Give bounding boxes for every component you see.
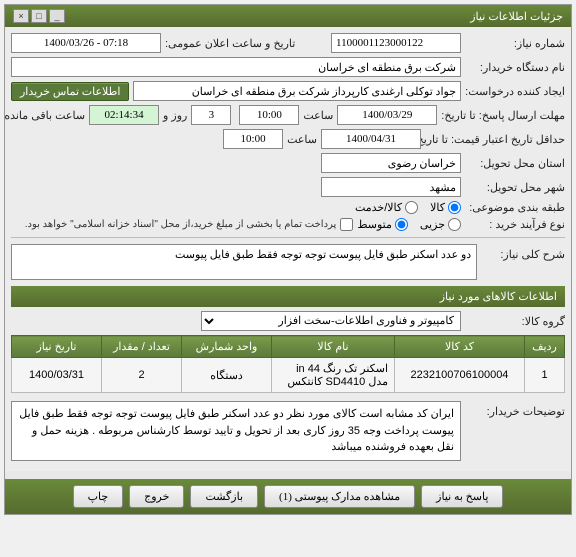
deadline-date-field[interactable] [337,105,437,125]
delivery-city-field[interactable] [321,177,461,197]
announce-field[interactable] [11,33,161,53]
window-controls: _ □ × [13,9,65,23]
grouping-goods-radio[interactable] [448,201,461,214]
table-header-row: ردیف کد کالا نام کالا واحد شمارش تعداد /… [12,336,565,358]
process-small-radio[interactable] [448,218,461,231]
grouping-service-option[interactable]: کالا/خدمت [355,201,418,214]
attachments-button[interactable]: مشاهده مدارک پیوستی (1) [264,485,415,508]
cell-name: اسکنر تک رنگ 44 in مدل SD4410 کانتکس [272,358,395,393]
contact-info-button[interactable]: اطلاعات تماس خریدار [11,82,129,101]
form-content: شماره نیاز: تاریخ و ساعت اعلان عمومی: نا… [5,27,571,471]
reply-button[interactable]: پاسخ به نیاز [421,485,503,508]
creator-label: ایجاد کننده درخواست: [465,85,565,98]
deadline-time-field[interactable] [239,105,299,125]
cell-row: 1 [525,358,565,393]
col-unit: واحد شمارش [182,336,272,358]
creator-field[interactable] [133,81,461,101]
time-label-2: ساعت [287,133,317,146]
goods-group-select[interactable]: کامپیوتر و فناوری اطلاعات-سخت افزار [201,311,461,331]
general-desc-label: شرح کلی نیاز: [481,244,565,261]
countdown-field [89,105,159,125]
buyer-org-label: نام دستگاه خریدار: [465,61,565,74]
days-label: روز و [163,109,187,122]
price-validity-time-field[interactable] [223,129,283,149]
back-button[interactable]: بازگشت [190,485,258,508]
goods-group-label: گروه کالا: [465,315,565,328]
footer-bar: پاسخ به نیاز مشاهده مدارک پیوستی (1) باز… [5,479,571,514]
minimize-icon[interactable]: _ [49,9,65,23]
print-button[interactable]: چاپ [73,485,124,508]
delivery-province-label: استان محل تحویل: [465,157,565,170]
process-medium-option[interactable]: متوسط [357,218,408,231]
exit-button[interactable]: خروج [129,485,184,508]
deadline-send-label: مهلت ارسال پاسخ: تا تاریخ: [441,109,565,122]
process-medium-radio[interactable] [395,218,408,231]
announce-label: تاریخ و ساعت اعلان عمومی: [165,37,295,50]
cell-unit: دستگاه [182,358,272,393]
grouping-goods-option[interactable]: کالا [430,201,461,214]
general-desc-textarea[interactable] [11,244,477,280]
need-number-label: شماره نیاز: [465,37,565,50]
close-icon[interactable]: × [13,9,29,23]
process-radio-group: جزیی متوسط [357,218,461,231]
payment-note-row: پرداخت تمام یا بخشی از مبلغ خرید،از محل … [11,218,353,231]
col-row: ردیف [525,336,565,358]
col-date: تاریخ نیاز [12,336,102,358]
cell-qty: 2 [102,358,182,393]
process-small-label: جزیی [420,218,445,231]
cell-code: 2232100706100004 [395,358,525,393]
payment-checkbox[interactable] [340,218,353,231]
need-number-field[interactable] [331,33,461,53]
grouping-goods-label: کالا [430,201,445,214]
remaining-label: ساعت باقی مانده [4,109,85,122]
buyer-notes-label: توضیحات خریدار: [465,401,565,418]
items-table: ردیف کد کالا نام کالا واحد شمارش تعداد /… [11,335,565,393]
process-small-option[interactable]: جزیی [420,218,461,231]
grouping-service-label: کالا/خدمت [355,201,402,214]
maximize-icon[interactable]: □ [31,9,47,23]
buyer-notes-box: ایران کد مشابه است کالای مورد نظر دو عدد… [11,401,461,461]
payment-note-text: پرداخت تمام یا بخشی از مبلغ خرید،از محل … [25,219,337,230]
items-section-header: اطلاعات کالاهای مورد نیاز [11,286,565,307]
window-title: جزئیات اطلاعات نیاز [470,10,563,23]
main-window: جزئیات اطلاعات نیاز _ □ × شماره نیاز: تا… [4,4,572,515]
price-validity-label: حداقل تاریخ اعتبار قیمت: تا تاریخ: [425,133,565,146]
col-qty: تعداد / مقدار [102,336,182,358]
process-type-label: نوع فرآیند خرید : [465,218,565,231]
process-medium-label: متوسط [357,218,392,231]
grouping-radio-group: کالا کالا/خدمت [355,201,461,214]
delivery-province-field[interactable] [321,153,461,173]
buyer-org-field[interactable] [11,57,461,77]
grouping-label: طبقه بندی موضوعی: [465,201,565,214]
days-remaining-field [191,105,231,125]
price-validity-date-field[interactable] [321,129,421,149]
time-label-1: ساعت [303,109,333,122]
divider [11,237,565,238]
col-code: کد کالا [395,336,525,358]
grouping-service-radio[interactable] [405,201,418,214]
delivery-city-label: شهر محل تحویل: [465,181,565,194]
cell-date: 1400/03/31 [12,358,102,393]
col-name: نام کالا [272,336,395,358]
table-row[interactable]: 1 2232100706100004 اسکنر تک رنگ 44 in مد… [12,358,565,393]
titlebar: جزئیات اطلاعات نیاز _ □ × [5,5,571,27]
